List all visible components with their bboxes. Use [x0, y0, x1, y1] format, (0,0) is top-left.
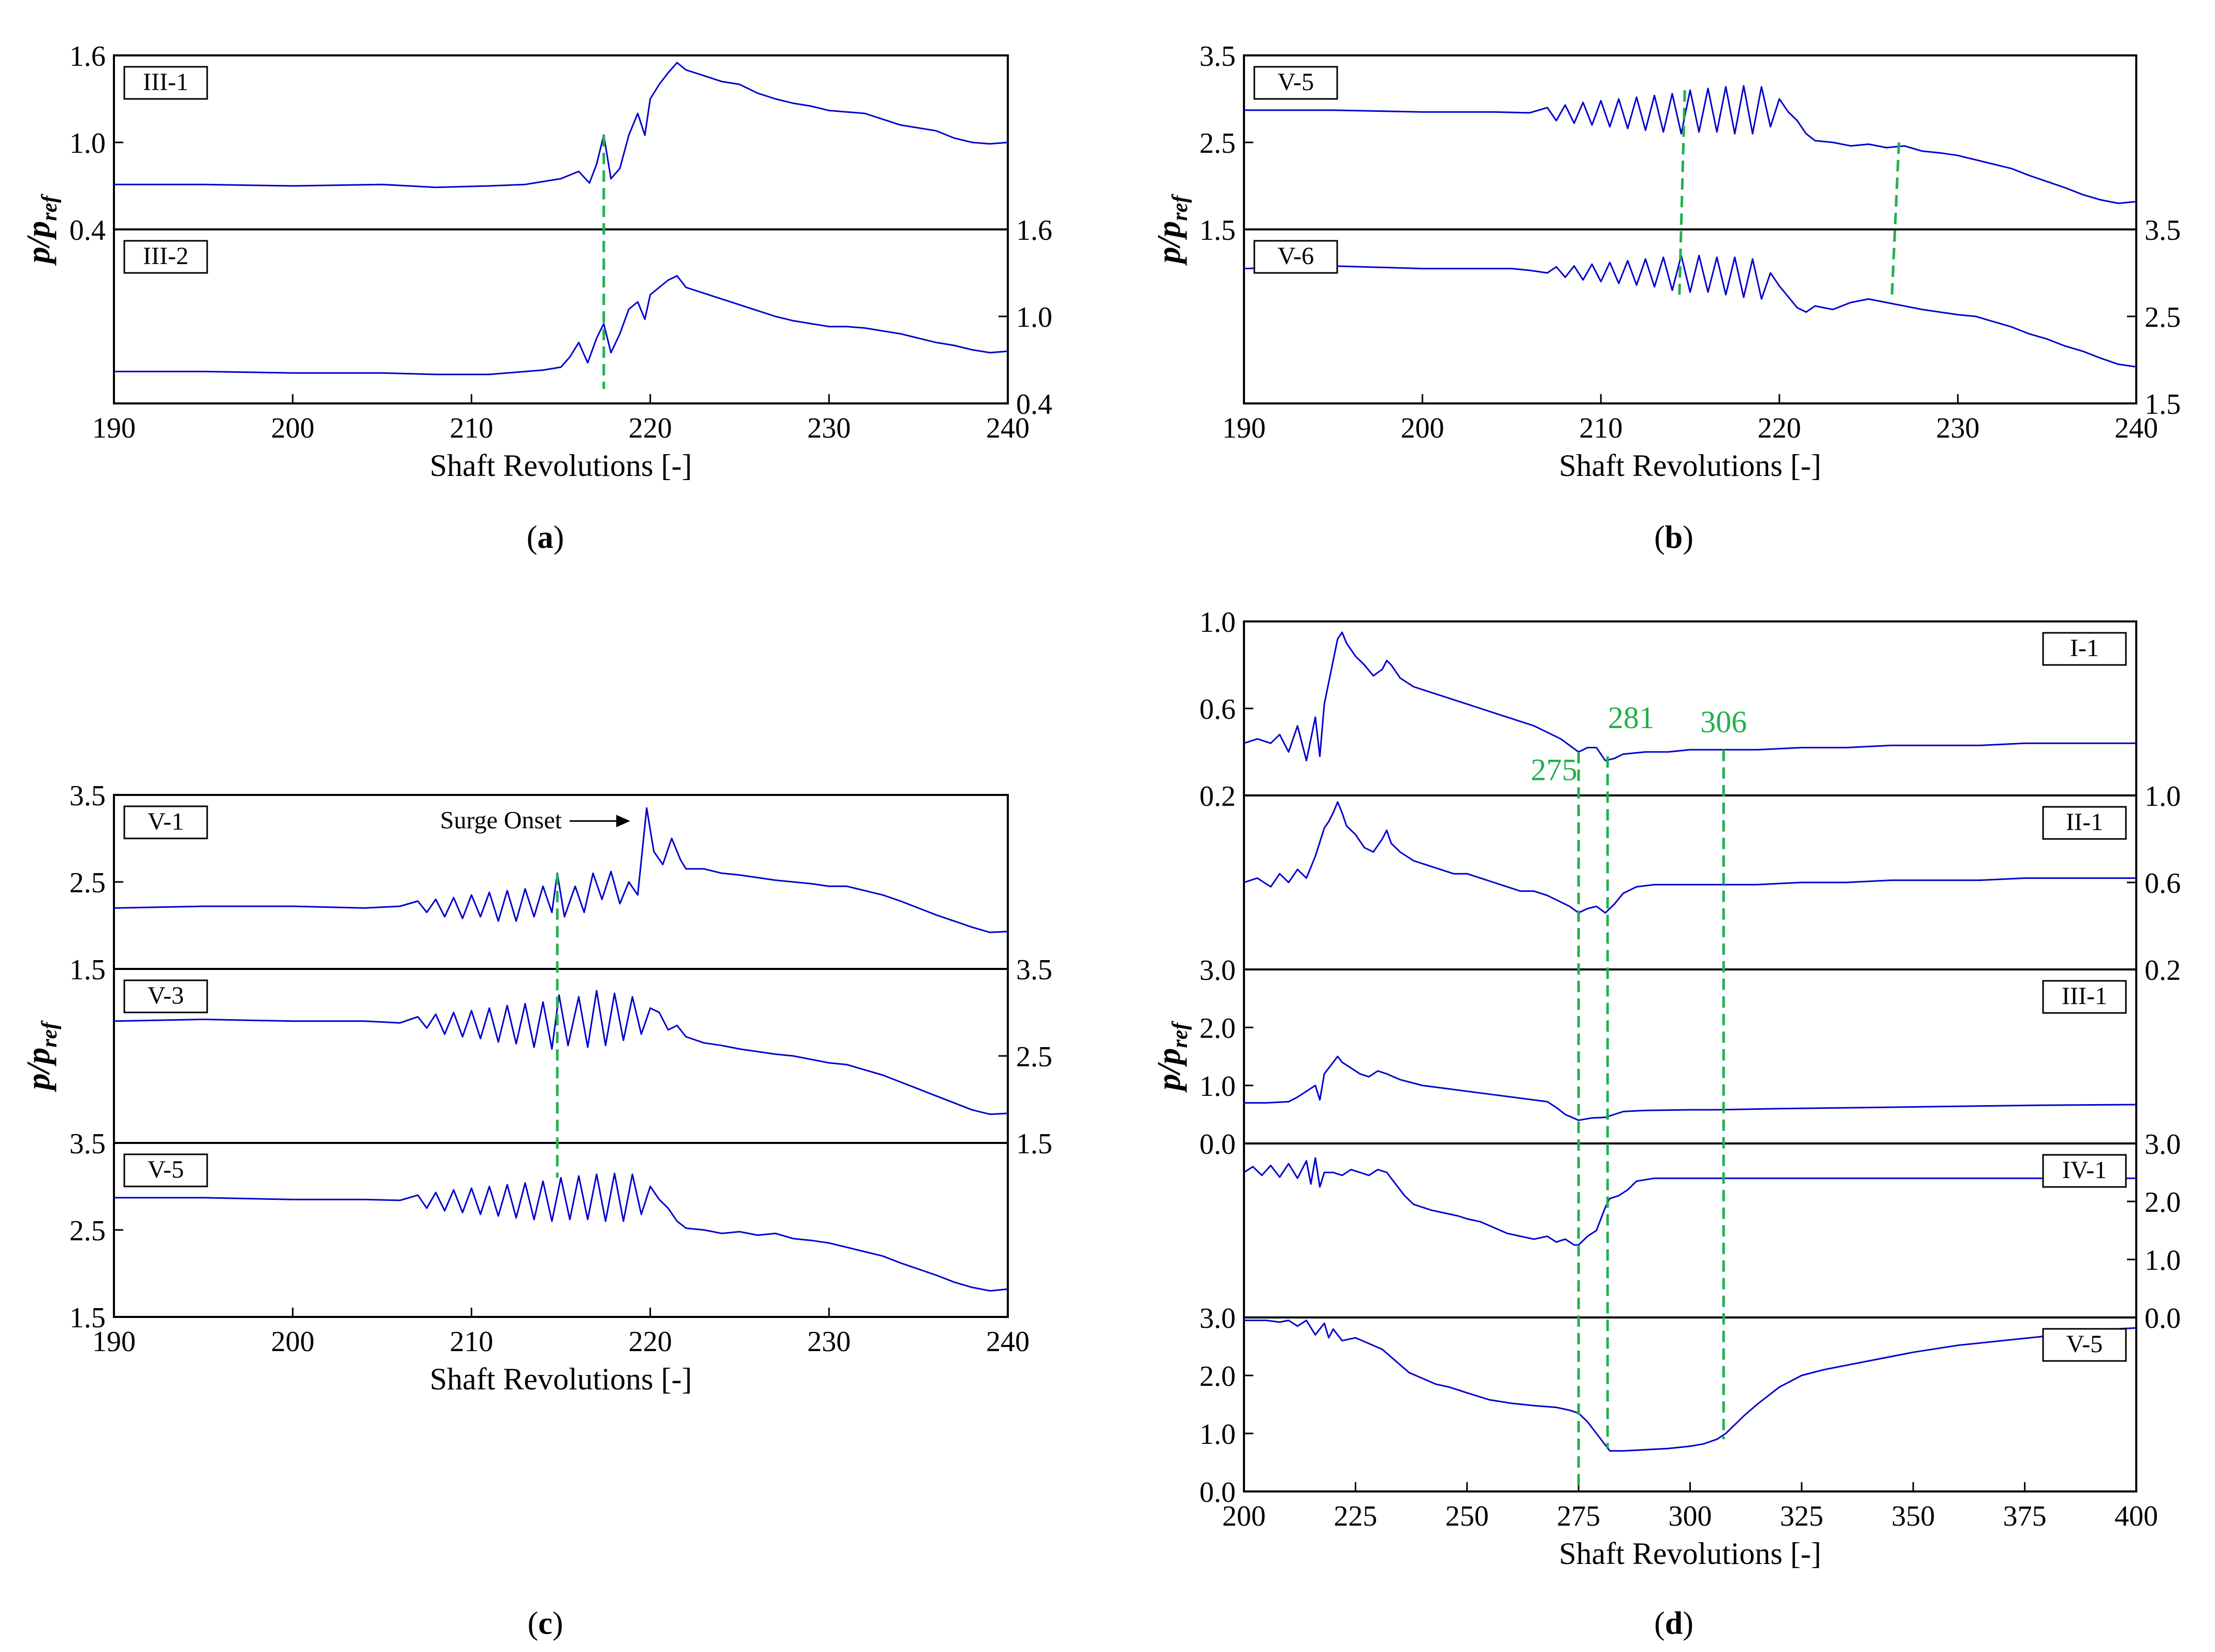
- y-tick-label: 0.4: [69, 214, 106, 247]
- x-tick-label: 240: [986, 412, 1030, 444]
- y-tick-label: 3.5: [69, 1128, 106, 1160]
- panel-label: V-6: [1278, 242, 1314, 270]
- y-tick-label: 1.5: [69, 954, 106, 986]
- y-tick-label: 1.0: [69, 127, 106, 160]
- x-tick-label: 200: [271, 1326, 314, 1358]
- y-tick-label: 0.2: [1199, 780, 1236, 813]
- x-tick-label: 400: [2115, 1500, 2158, 1532]
- x-tick-label: 240: [986, 1326, 1030, 1358]
- y-tick-label: 1.0: [1199, 1070, 1236, 1103]
- x-axis-label: Shaft Revolutions [-]: [1559, 1537, 1821, 1571]
- marker-label-275: 275: [1531, 753, 1577, 787]
- y-tick-label: 0.6: [1199, 693, 1236, 726]
- y-tick-label: 2.5: [69, 867, 106, 899]
- panel-label: V-3: [148, 982, 184, 1009]
- y-tick-label: 3.5: [2145, 214, 2181, 247]
- y-tick-label: 0.6: [2145, 867, 2181, 900]
- y-tick-label: 3.0: [2145, 1128, 2181, 1161]
- y-tick-label: 1.0: [1016, 301, 1052, 334]
- y-tick-label: 3.0: [1199, 954, 1236, 987]
- x-tick-label: 210: [450, 412, 493, 444]
- y-tick-label: 2.5: [69, 1215, 106, 1247]
- x-tick-label: 230: [807, 1326, 851, 1358]
- panel-label: II-1: [2066, 808, 2103, 836]
- x-tick-label: 230: [1936, 412, 1979, 444]
- y-tick-label: 2.0: [2145, 1186, 2181, 1219]
- y-tick-label: 0.0: [1199, 1128, 1236, 1161]
- caption-d: (d): [1654, 1606, 1693, 1641]
- marker-label-306: 306: [1700, 705, 1747, 739]
- y-tick-label: 2.0: [1199, 1360, 1236, 1393]
- panel-label: V-5: [2066, 1330, 2103, 1358]
- y-tick-label: 2.5: [1199, 127, 1236, 160]
- x-tick-label: 200: [271, 412, 314, 444]
- y-tick-label: 1.6: [1016, 214, 1052, 247]
- y-tick-label: 3.5: [1199, 40, 1236, 73]
- y-tick-label: 2.5: [1016, 1041, 1052, 1073]
- x-tick-label: 210: [1579, 412, 1623, 444]
- caption-b: (b): [1654, 520, 1693, 555]
- x-axis-label: Shaft Revolutions [-]: [1559, 448, 1821, 483]
- x-tick-label: 230: [807, 412, 851, 444]
- y-tick-label: 3.5: [1016, 954, 1052, 986]
- x-tick-label: 350: [1891, 1500, 1935, 1532]
- x-tick-label: 220: [1758, 412, 1801, 444]
- y-tick-label: 3.0: [1199, 1302, 1236, 1335]
- y-tick-label: 2.5: [2145, 301, 2181, 334]
- panel-label: I-1: [2070, 634, 2099, 662]
- panel-label: IV-1: [2062, 1156, 2107, 1184]
- y-tick-label: 1.5: [1016, 1128, 1052, 1160]
- x-tick-label: 220: [629, 412, 672, 444]
- y-tick-label: 1.0: [1199, 606, 1236, 639]
- y-tick-label: 1.5: [1199, 214, 1236, 247]
- caption-c: (c): [528, 1606, 563, 1641]
- caption-a: (a): [527, 520, 564, 555]
- figure-background: [0, 0, 2215, 1652]
- panel-label: V-5: [1278, 68, 1314, 96]
- x-tick-label: 300: [1669, 1500, 1712, 1532]
- y-tick-label: 0.0: [2145, 1302, 2181, 1335]
- x-tick-label: 200: [1401, 412, 1444, 444]
- annotation-surge-onset: Surge Onset: [440, 806, 562, 834]
- panel-label: V-5: [148, 1156, 184, 1183]
- x-tick-label: 325: [1780, 1500, 1823, 1532]
- x-axis-label: Shaft Revolutions [-]: [430, 448, 692, 483]
- x-tick-label: 240: [2115, 412, 2158, 444]
- panel-label: III-1: [2062, 982, 2107, 1010]
- x-tick-label: 375: [2003, 1500, 2047, 1532]
- panel-label: III-2: [143, 242, 189, 270]
- y-tick-label: 3.5: [69, 780, 106, 812]
- x-tick-label: 190: [92, 412, 136, 444]
- x-tick-label: 190: [92, 1326, 136, 1358]
- x-tick-label: 220: [629, 1326, 672, 1358]
- x-tick-label: 250: [1445, 1500, 1489, 1532]
- marker-label-281: 281: [1608, 701, 1655, 735]
- panel-label: V-1: [148, 808, 184, 835]
- y-tick-label: 2.0: [1199, 1012, 1236, 1045]
- x-tick-label: 275: [1557, 1500, 1600, 1532]
- y-tick-label: 1.6: [69, 40, 106, 73]
- x-tick-label: 210: [450, 1326, 493, 1358]
- x-axis-label: Shaft Revolutions [-]: [430, 1362, 692, 1396]
- panel-label: III-1: [143, 68, 189, 96]
- x-tick-label: 200: [1222, 1500, 1266, 1532]
- y-tick-label: 1.0: [2145, 1244, 2181, 1277]
- y-tick-label: 1.0: [1199, 1418, 1236, 1451]
- y-tick-label: 1.0: [2145, 780, 2181, 813]
- figure-canvas: 0.41.01.6III-10.41.01.6III-2190 200 210 220…: [0, 0, 2215, 1652]
- x-tick-label: 190: [1222, 412, 1266, 444]
- x-tick-label: 225: [1334, 1500, 1377, 1532]
- y-tick-label: 0.2: [2145, 954, 2181, 987]
